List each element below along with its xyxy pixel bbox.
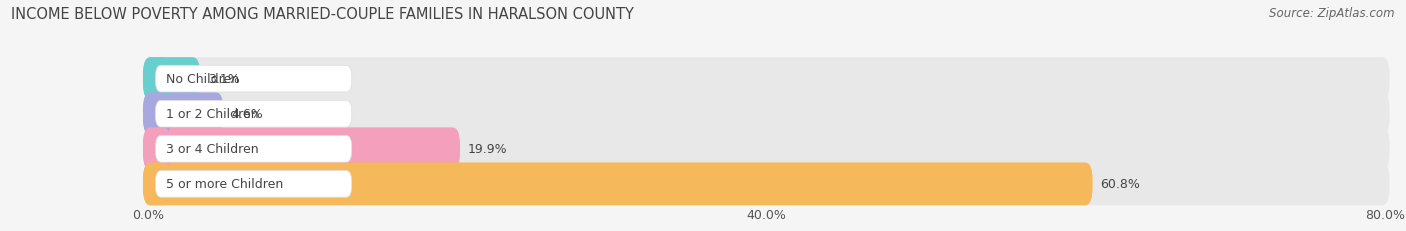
Text: 60.8%: 60.8% — [1101, 178, 1140, 191]
FancyBboxPatch shape — [143, 58, 1389, 100]
FancyBboxPatch shape — [143, 128, 1389, 170]
FancyBboxPatch shape — [143, 128, 460, 170]
Text: 4.6%: 4.6% — [231, 108, 263, 121]
Text: 1 or 2 Children: 1 or 2 Children — [166, 108, 259, 121]
FancyBboxPatch shape — [143, 58, 200, 100]
FancyBboxPatch shape — [155, 101, 352, 128]
FancyBboxPatch shape — [143, 93, 1389, 136]
FancyBboxPatch shape — [143, 128, 172, 170]
Text: Source: ZipAtlas.com: Source: ZipAtlas.com — [1270, 7, 1395, 20]
FancyBboxPatch shape — [155, 66, 352, 93]
FancyBboxPatch shape — [143, 163, 1389, 205]
Text: INCOME BELOW POVERTY AMONG MARRIED-COUPLE FAMILIES IN HARALSON COUNTY: INCOME BELOW POVERTY AMONG MARRIED-COUPL… — [11, 7, 634, 22]
FancyBboxPatch shape — [143, 58, 172, 100]
Text: 5 or more Children: 5 or more Children — [166, 178, 284, 191]
FancyBboxPatch shape — [155, 136, 352, 162]
Text: 3 or 4 Children: 3 or 4 Children — [166, 143, 259, 156]
Text: No Children: No Children — [166, 73, 239, 86]
FancyBboxPatch shape — [143, 163, 172, 205]
Text: 3.1%: 3.1% — [208, 73, 239, 86]
FancyBboxPatch shape — [143, 93, 224, 136]
FancyBboxPatch shape — [143, 163, 1092, 205]
Text: 19.9%: 19.9% — [468, 143, 508, 156]
FancyBboxPatch shape — [143, 93, 172, 136]
FancyBboxPatch shape — [155, 171, 352, 197]
